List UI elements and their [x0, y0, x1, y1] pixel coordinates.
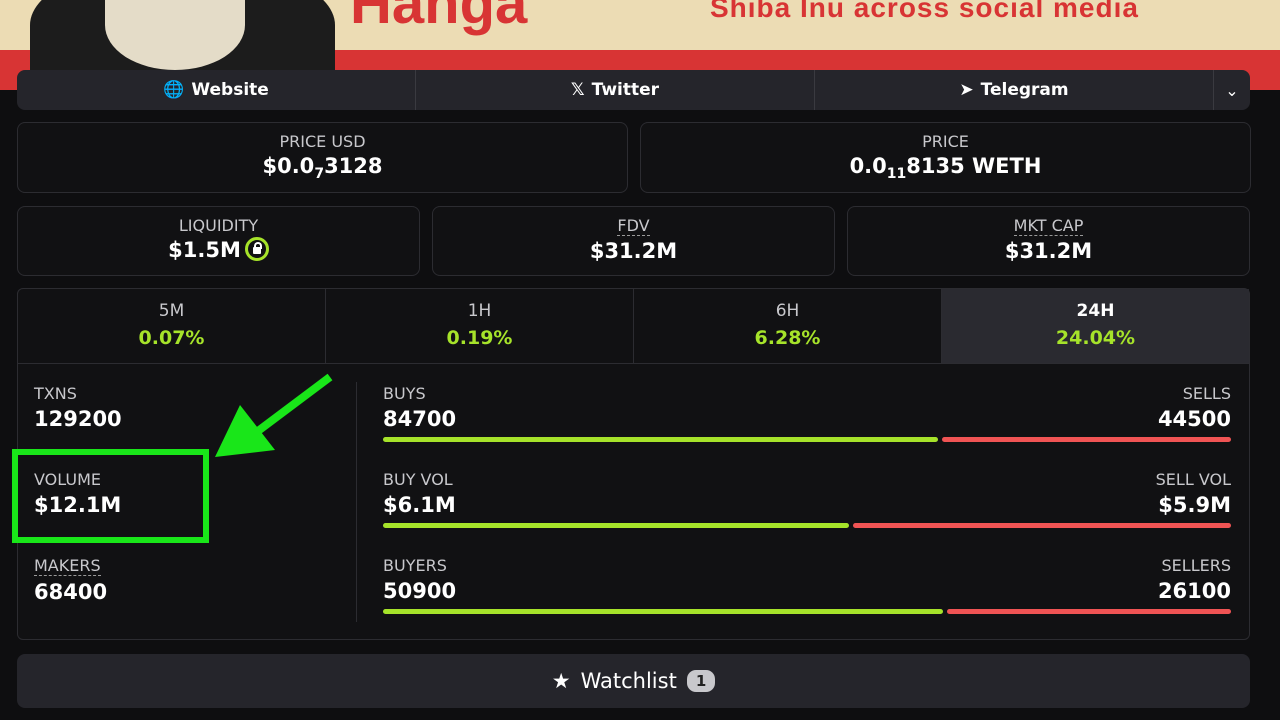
buy-bar — [383, 609, 943, 614]
buy-label: BUYERS — [383, 556, 447, 575]
sell-label: SELLERS — [1161, 556, 1231, 575]
highlight-box — [12, 449, 209, 543]
buy-value: $6.1M — [383, 493, 456, 517]
twitter-label: Twitter — [591, 80, 660, 100]
buy-value: 84700 — [383, 407, 457, 431]
tab-6h[interactable]: 6H 6.28% — [634, 289, 942, 363]
buy-value: 50900 — [383, 579, 457, 603]
website-label: Website — [191, 80, 269, 100]
liquidity-value: $1.5M — [18, 237, 419, 263]
buy-bar — [383, 437, 939, 442]
sell-label: SELL VOL — [1155, 470, 1231, 489]
fdv-label[interactable]: FDV — [617, 216, 650, 236]
buy-bar — [383, 523, 850, 528]
banner-subtitle: Shiba Inu across social media — [710, 0, 1139, 23]
trading-stats: 5M 0.07% 1H 0.19% 6H 6.28% 24H 24.04% TXNS 12… — [17, 288, 1250, 640]
txns-stat: TXNS 129200 — [34, 384, 122, 431]
telegram-label: Telegram — [980, 80, 1069, 100]
watchlist-label: Watchlist — [580, 669, 677, 693]
telegram-link[interactable]: ➤ Telegram — [815, 70, 1214, 110]
buy-label: BUYS — [383, 384, 426, 403]
price-usd-label: PRICE USD — [279, 132, 366, 151]
tab-1h[interactable]: 1H 0.19% — [326, 289, 634, 363]
sell-value: $5.9M — [1158, 493, 1231, 517]
sell-value: 44500 — [1157, 407, 1231, 431]
price-usd-card: PRICE USD $0.073128 — [17, 122, 628, 193]
buy-sell-row: BUYS SELLS 84700 44500 — [383, 384, 1231, 470]
fdv-card: FDV $31.2M — [432, 206, 835, 276]
sell-label: SELLS — [1182, 384, 1231, 403]
watchlist-count-badge: 1 — [686, 670, 716, 692]
telegram-icon: ➤ — [959, 80, 974, 100]
divider — [356, 382, 357, 622]
price-usd-value: $0.073128 — [262, 154, 383, 183]
x-icon: 𝕏 — [570, 80, 585, 100]
mktcap-label[interactable]: MKT CAP — [1013, 216, 1084, 236]
mktcap-card: MKT CAP $31.2M — [847, 206, 1250, 276]
buy-label: BUY VOL — [383, 470, 453, 489]
price-value: 0.0118135 WETH — [849, 154, 1042, 183]
sell-bar — [946, 609, 1231, 614]
sell-bar — [942, 437, 1231, 442]
fdv-value: $31.2M — [589, 239, 678, 263]
globe-icon: 🌐 — [163, 80, 185, 100]
buy-sell-row: BUYERS SELLERS 50900 26100 — [383, 556, 1231, 642]
lock-icon[interactable] — [244, 237, 269, 261]
mktcap-value: $31.2M — [1004, 239, 1093, 263]
website-link[interactable]: 🌐 Website — [17, 70, 416, 110]
banner-title: Hanga — [350, 0, 528, 36]
tab-5m[interactable]: 5M 0.07% — [18, 289, 326, 363]
price-card: PRICE 0.0118135 WETH — [640, 122, 1251, 193]
makers-stat: MAKERS 68400 — [34, 556, 108, 604]
sell-value: 26100 — [1157, 579, 1231, 603]
buy-sell-row: BUY VOL SELL VOL $6.1M $5.9M — [383, 470, 1231, 556]
watchlist-button[interactable]: ★ Watchlist 1 — [17, 654, 1250, 708]
sell-bar — [853, 523, 1231, 528]
tab-24h[interactable]: 24H 24.04% — [942, 289, 1249, 363]
star-icon: ★ — [551, 669, 571, 693]
liquidity-label: LIQUIDITY — [178, 216, 259, 235]
social-links: 🌐 Website 𝕏 Twitter ➤ Telegram ⌄ — [17, 70, 1250, 110]
price-label: PRICE — [922, 132, 969, 151]
liquidity-card: LIQUIDITY $1.5M — [17, 206, 420, 276]
chevron-down-icon[interactable]: ⌄ — [1225, 80, 1239, 100]
volume-stat: VOLUME $12.1M — [34, 470, 122, 517]
twitter-link[interactable]: 𝕏 Twitter — [416, 70, 815, 110]
